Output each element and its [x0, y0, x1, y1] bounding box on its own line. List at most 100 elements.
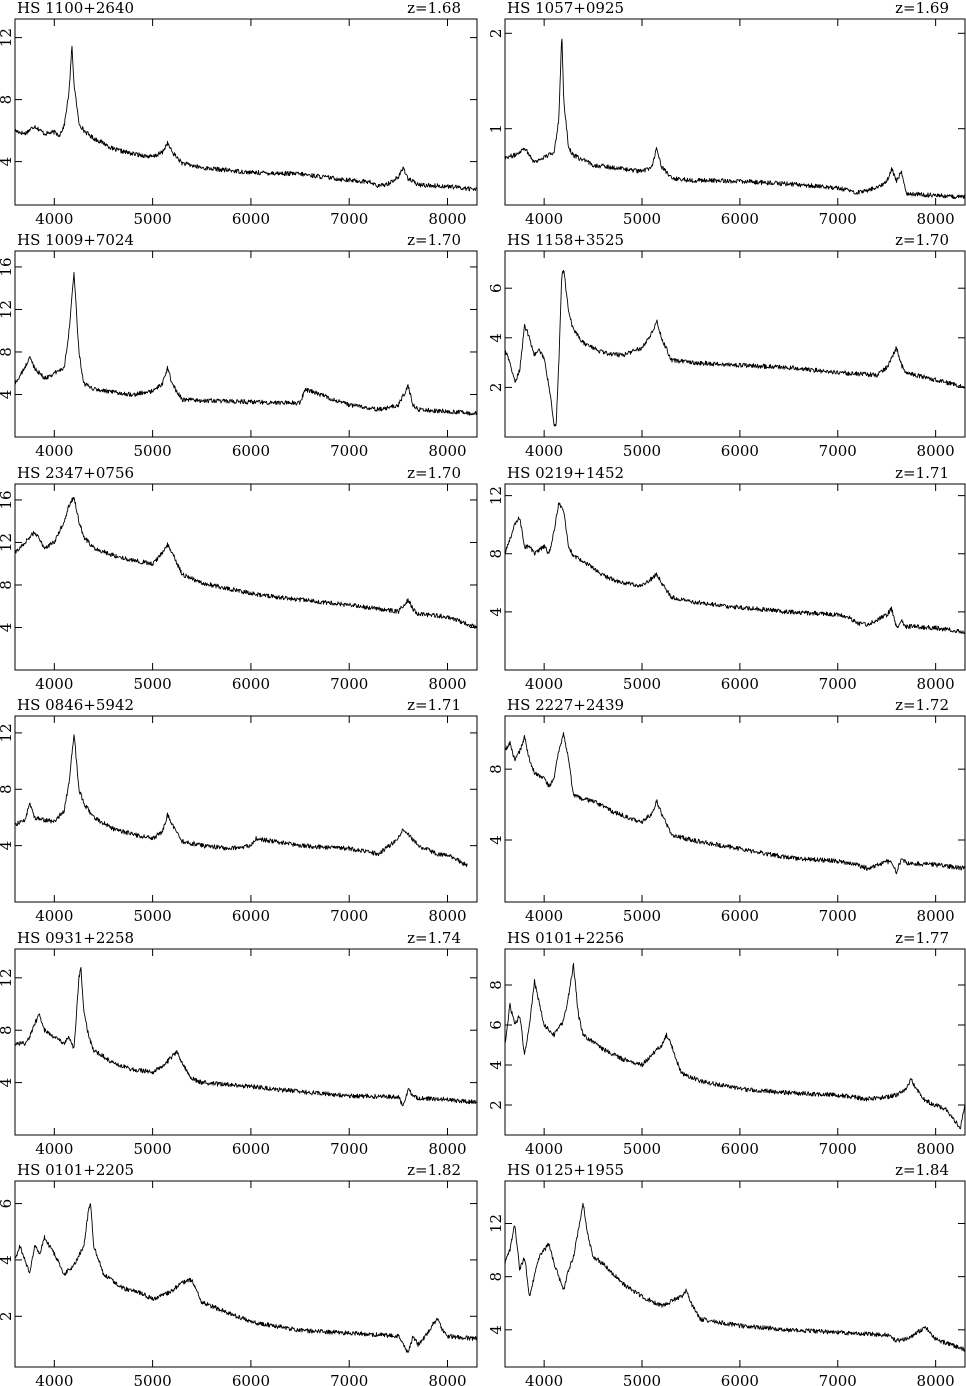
x-tick-label: 8000	[428, 442, 466, 460]
x-tick-label: 8000	[917, 1140, 955, 1158]
y-tick-label: 8	[487, 1272, 505, 1282]
y-tick-label: 6	[487, 283, 505, 293]
x-tick-label: 5000	[623, 907, 661, 925]
panel-title: HS 0931+2258	[17, 929, 134, 947]
x-tick-label: 6000	[232, 1140, 270, 1158]
y-tick-label: 4	[487, 1325, 505, 1335]
spectrum-panel: HS 0101+2205 z=1.82 4000 5000 6000 7000 8000 2 4…	[0, 1161, 478, 1386]
redshift-label: z=1.71	[407, 696, 461, 714]
spectrum-panel: HS 1009+7024 z=1.70 4000 5000 6000 7000 8000 4 8…	[0, 231, 478, 460]
spectrum-panel: HS 0219+1452 z=1.71 4000 5000 6000 7000 8000 4 8…	[487, 464, 966, 693]
redshift-label: z=1.74	[407, 929, 461, 947]
redshift-label: z=1.72	[895, 696, 949, 714]
y-tick-label: 12	[0, 723, 15, 742]
y-tick-label: 4	[0, 1078, 15, 1088]
x-tick-label: 4000	[35, 210, 73, 228]
y-tick-label: 8	[0, 1025, 15, 1035]
redshift-label: z=1.70	[407, 464, 461, 482]
y-tick-label: 4	[0, 1255, 15, 1265]
x-tick-label: 5000	[134, 907, 172, 925]
panel-title: HS 0846+5942	[17, 696, 134, 714]
y-tick-label: 4	[487, 1060, 505, 1070]
spectrum-panel: HS 0101+2256 z=1.77 4000 5000 6000 7000 8000 2 4…	[487, 929, 966, 1158]
spectrum-line	[504, 1202, 966, 1352]
spectrum-line	[504, 502, 966, 635]
x-tick-label: 4000	[525, 907, 563, 925]
spectrum-line	[14, 45, 478, 192]
x-tick-label: 8000	[917, 675, 955, 693]
panel-title: HS 2347+0756	[17, 464, 134, 482]
y-tick-label: 6	[487, 1020, 505, 1030]
x-tick-label: 7000	[330, 442, 368, 460]
redshift-label: z=1.70	[407, 231, 461, 249]
x-tick-label: 6000	[232, 442, 270, 460]
x-tick-label: 4000	[35, 675, 73, 693]
x-tick-label: 5000	[623, 1372, 661, 1386]
y-tick-label: 8	[0, 347, 15, 357]
y-tick-label: 8	[487, 764, 505, 774]
plot-frame	[504, 18, 966, 206]
x-tick-label: 5000	[134, 210, 172, 228]
y-tick-label: 8	[0, 95, 15, 105]
x-tick-label: 8000	[917, 1372, 955, 1386]
panel-title: HS 0101+2205	[17, 1161, 134, 1179]
spectrum-line	[14, 734, 468, 868]
x-tick-label: 4000	[525, 210, 563, 228]
x-tick-label: 7000	[819, 1372, 857, 1386]
x-tick-label: 6000	[232, 210, 270, 228]
x-tick-label: 7000	[330, 675, 368, 693]
y-tick-label: 8	[487, 549, 505, 559]
plot-frame	[14, 948, 478, 1136]
redshift-label: z=1.82	[407, 1161, 461, 1179]
x-tick-label: 7000	[330, 210, 368, 228]
spectrum-panel: HS 2227+2439 z=1.72 4000 5000 6000 7000 8000 4 8	[487, 696, 966, 925]
spectrum-line	[14, 966, 478, 1107]
panel-title: HS 0101+2256	[507, 929, 624, 947]
x-tick-label: 7000	[819, 675, 857, 693]
x-tick-label: 4000	[35, 1372, 73, 1386]
x-tick-label: 5000	[623, 1140, 661, 1158]
x-tick-label: 7000	[330, 1140, 368, 1158]
y-tick-label: 8	[0, 580, 15, 590]
redshift-label: z=1.84	[895, 1161, 949, 1179]
y-tick-label: 4	[487, 607, 505, 617]
panel-title: HS 1009+7024	[17, 231, 134, 249]
spectrum-panel: HS 1057+0925 z=1.69 4000 5000 6000 7000 8000 1 2	[487, 0, 966, 228]
x-tick-label: 7000	[819, 1140, 857, 1158]
x-tick-label: 6000	[721, 210, 759, 228]
y-tick-label: 12	[0, 300, 15, 319]
x-tick-label: 8000	[917, 907, 955, 925]
y-tick-label: 4	[487, 333, 505, 343]
x-tick-label: 7000	[819, 907, 857, 925]
redshift-label: z=1.70	[895, 231, 949, 249]
x-tick-label: 7000	[819, 210, 857, 228]
x-tick-label: 8000	[917, 442, 955, 460]
y-tick-label: 2	[0, 1311, 15, 1321]
y-tick-label: 4	[0, 390, 15, 400]
x-tick-label: 5000	[134, 1140, 172, 1158]
spectrum-line	[504, 38, 966, 200]
spectrum-line	[504, 732, 966, 875]
panel-title: HS 1100+2640	[17, 0, 134, 17]
redshift-label: z=1.68	[407, 0, 461, 17]
spectrum-panel: HS 0125+1955 z=1.84 4000 5000 6000 7000 8000 4 8…	[487, 1161, 966, 1386]
y-tick-label: 4	[487, 835, 505, 845]
plot-frame	[14, 18, 478, 206]
spectrum-line	[504, 962, 966, 1130]
x-tick-label: 6000	[232, 1372, 270, 1386]
x-tick-label: 4000	[525, 1140, 563, 1158]
x-tick-label: 6000	[232, 907, 270, 925]
x-tick-label: 6000	[721, 1372, 759, 1386]
x-tick-label: 6000	[721, 442, 759, 460]
x-tick-label: 5000	[134, 1372, 172, 1386]
x-tick-label: 7000	[330, 1372, 368, 1386]
x-tick-label: 4000	[525, 1372, 563, 1386]
y-tick-label: 12	[0, 968, 15, 987]
y-tick-label: 4	[0, 157, 15, 167]
x-tick-label: 8000	[428, 907, 466, 925]
y-tick-label: 2	[487, 383, 505, 393]
plot-frame	[14, 1180, 478, 1368]
x-tick-label: 4000	[35, 907, 73, 925]
spectrum-line	[14, 496, 478, 629]
x-tick-label: 8000	[428, 210, 466, 228]
